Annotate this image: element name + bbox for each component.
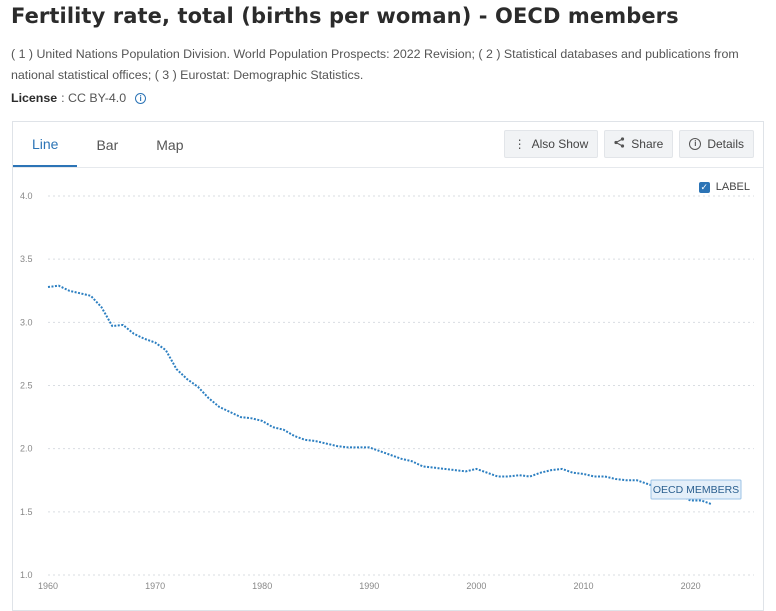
tab-map[interactable]: Map [156,136,184,153]
x-tick-label: 1980 [252,581,272,591]
legend-toggle[interactable]: ✓ LABEL [698,181,750,193]
chart-card: Line Bar Map ⋮ Also Show Share i Details [12,121,764,611]
share-icon [614,137,625,151]
info-icon[interactable]: i [135,92,147,104]
also-show-button[interactable]: ⋮ Also Show [503,130,599,158]
y-tick-label: 4.0 [20,191,33,201]
line-chart: 1.0 1.5 2.0 2.5 3.0 3.5 4.0 1960 1970 1980 1990 200… [20,191,754,591]
series-label: OECD MEMBERS [653,484,739,496]
x-tick-label: 1990 [359,581,379,591]
license-label: License [11,91,58,105]
share-label: Share [631,137,664,151]
legend-checkbox[interactable]: ✓ [698,181,710,193]
y-tick-label: 1.0 [20,570,33,580]
series-line-oecd-members [47,284,713,506]
chart-toolbar: ⋮ Also Show Share i Details [503,130,754,158]
info-circle-icon: i [689,138,702,150]
tab-divider [13,167,763,168]
x-tick-label: 2000 [466,581,486,591]
x-tick-label: 1970 [145,581,165,591]
tab-line[interactable]: Line [13,122,78,167]
y-tick-label: 3.5 [20,254,33,264]
y-tick-label: 2.0 [20,444,33,454]
y-tick-label: 1.5 [20,507,33,517]
tab-bar[interactable]: Bar [96,136,119,153]
license: License : CC BY-4.0 i [11,91,147,105]
details-button[interactable]: i Details [679,130,754,158]
y-tick-label: 3.0 [20,317,33,327]
x-tick-label: 2010 [573,581,593,591]
x-tick-label: 1960 [38,581,58,591]
page-title: Fertility rate, total (births per woman)… [11,4,679,28]
license-value: : CC BY-4.0 [61,91,127,105]
details-label: Details [707,137,744,151]
legend-label: LABEL [715,181,750,193]
more-vertical-icon: ⋮ [513,137,526,151]
y-tick-label: 2.5 [20,381,33,391]
series-label-box [650,479,742,500]
chart-tabs: Line Bar Map [13,122,203,167]
x-tick-label: 2020 [681,581,701,591]
sources-text: ( 1 ) United Nations Population Division… [11,47,739,82]
share-button[interactable]: Share [604,130,674,158]
also-show-label: Also Show [531,137,589,151]
